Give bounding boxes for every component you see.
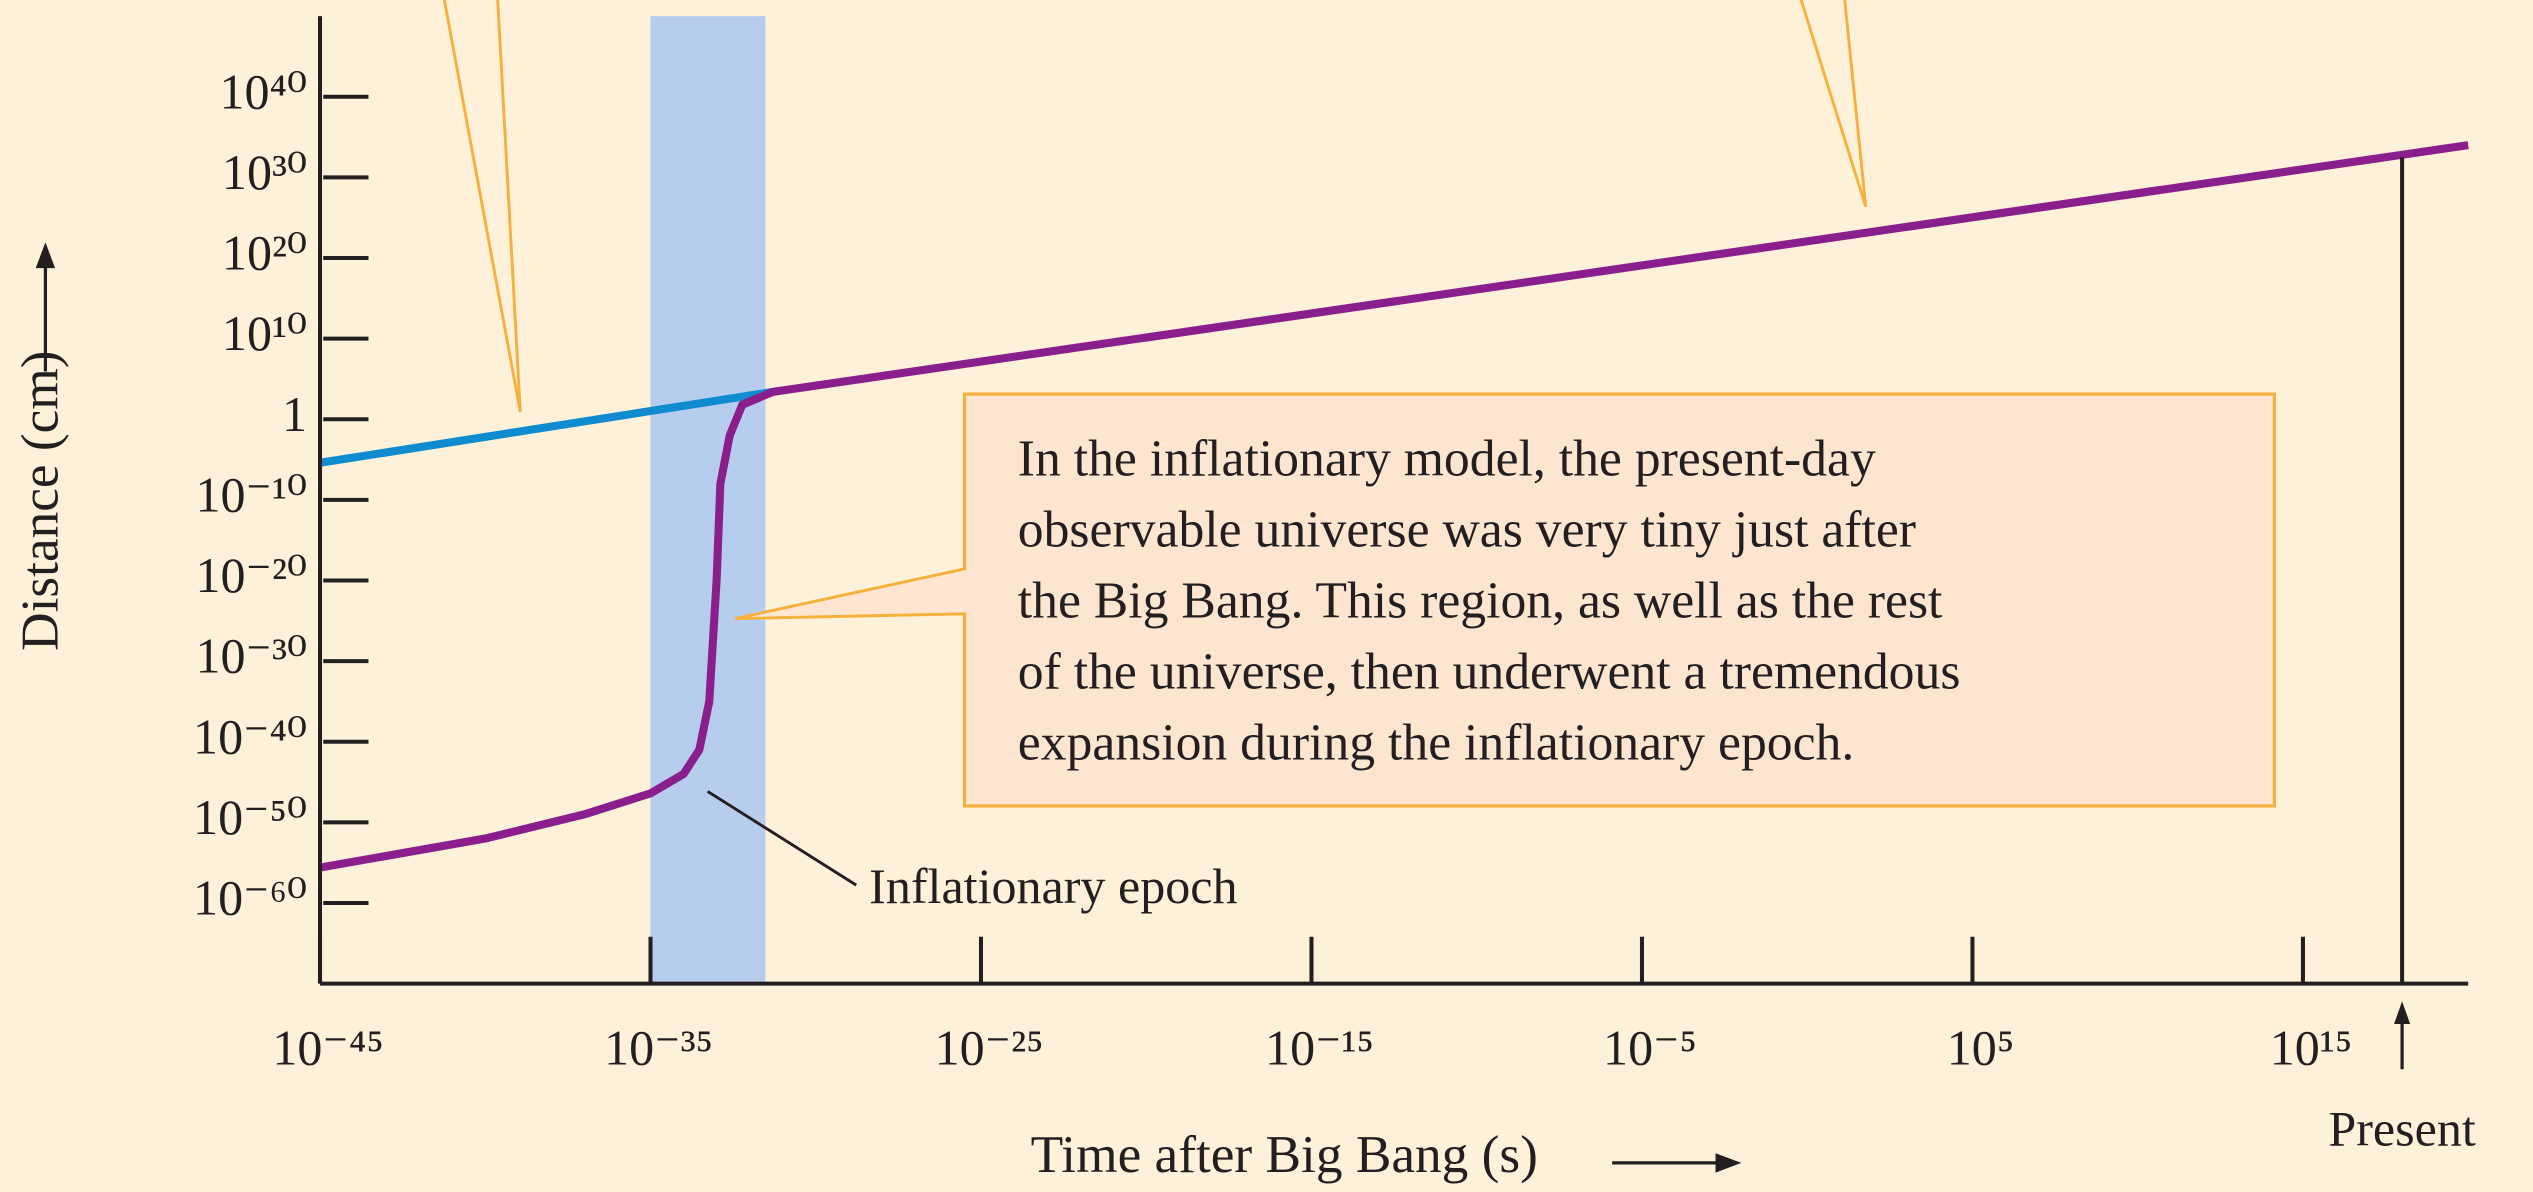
x-axis-title: Time after Big Bang (s) [1031, 1125, 1538, 1184]
ticks-layer: 10⁴⁰ 10³⁰ 10²⁰ 10¹⁰ 1 10⁻¹⁰ 10⁻²⁰ 10⁻³⁰ 10⁻⁴⁰ 10⁻… [193, 63, 2352, 1075]
y-tick-label: 10⁴⁰ [219, 63, 307, 119]
x-tick-label: 10⁵ [1947, 1020, 2015, 1076]
y-tick-label: 10⁻³⁰ [196, 628, 308, 684]
callout-line: expansion during the inflationary epoch. [1018, 715, 1855, 772]
callout-text: In the inflationary model, the present-d… [1018, 430, 1961, 771]
band-layer [650, 16, 766, 984]
x-tick-label: 10⁻¹⁵ [1265, 1020, 1374, 1076]
y-tick-label: 10⁻⁵⁰ [193, 789, 307, 845]
y-axis-title: Distance (cm) [11, 351, 70, 651]
present-arrow-head [2394, 1001, 2411, 1025]
callout-line: of the universe, then underwent a tremen… [1018, 644, 1961, 701]
leader-line [706, 790, 858, 887]
x-axis-arrow-head [1715, 1153, 1742, 1173]
x-tick-label: 10⁻⁵ [1603, 1020, 1697, 1076]
y-tick-label: 10⁻⁶⁰ [193, 870, 307, 926]
present-label: Present [2328, 1100, 2475, 1156]
shaded-region [650, 16, 766, 984]
callout-pointer [442, 0, 522, 413]
x-tick-label: 10¹⁵ [2270, 1020, 2353, 1076]
callout-line: observable universe was very tiny just a… [1018, 501, 1916, 558]
callout-line: the Big Bang. This region, as well as th… [1018, 573, 1943, 630]
x-tick-label: 10⁻³⁵ [604, 1020, 713, 1076]
lines-layer: Present [319, 141, 2476, 1156]
callout-pointer [734, 567, 967, 621]
callout-line: In the inflationary model, the present-d… [1018, 430, 1876, 487]
y-tick-label: 10²⁰ [222, 225, 307, 281]
y-tick-label: 10¹⁰ [222, 305, 307, 361]
series-line [319, 141, 2469, 872]
y-tick-label: 10⁻¹⁰ [196, 466, 308, 522]
x-tick-label: 10⁻⁴⁵ [272, 1020, 383, 1076]
y-tick-label: 10³⁰ [222, 144, 307, 200]
callout-pointer [1799, 0, 1868, 208]
y-tick-label: 10⁻²⁰ [196, 547, 308, 603]
y-tick-label: 10⁻⁴⁰ [193, 708, 307, 764]
series-line [319, 387, 774, 467]
y-axis-arrow-head [35, 242, 56, 269]
band-label: Inflationary epoch [869, 858, 1237, 914]
x-tick-label: 10⁻²⁵ [935, 1020, 1044, 1076]
y-tick-label: 1 [282, 386, 307, 442]
